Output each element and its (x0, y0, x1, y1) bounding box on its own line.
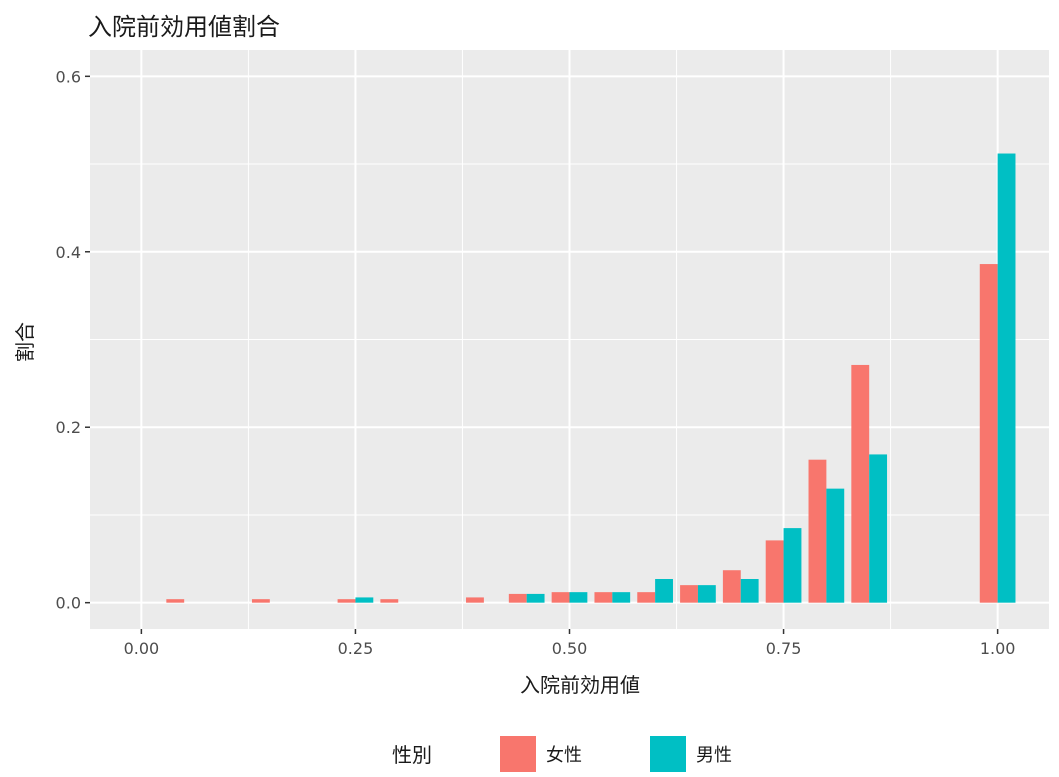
bar (508, 593, 527, 603)
legend-swatch (500, 736, 536, 772)
bar (783, 528, 802, 603)
y-tick-label: 0.4 (56, 243, 81, 262)
bar (637, 592, 656, 603)
bar (569, 592, 588, 603)
bar (740, 578, 759, 603)
x-tick-label: 0.75 (766, 639, 802, 658)
bar (826, 488, 845, 603)
y-tick-label: 0.0 (56, 594, 81, 613)
x-axis-title: 入院前効用値 (520, 673, 640, 697)
bar (355, 597, 374, 603)
x-tick-label: 0.00 (124, 639, 160, 658)
bar (655, 578, 673, 603)
legend-label: 男性 (696, 745, 732, 766)
bar (466, 597, 484, 603)
bar (337, 599, 356, 603)
legend-swatch (650, 736, 686, 772)
axis-ticks: 0.00 0.25 0.50 0.75 1.00 0.0 0.2 0.4 0.6 (56, 67, 1016, 658)
bar (166, 599, 185, 603)
legend-label: 女性 (546, 745, 582, 766)
bar (869, 454, 888, 603)
bar (697, 585, 716, 603)
bar (808, 459, 827, 603)
x-tick-label: 1.00 (980, 639, 1016, 658)
legend-title: 性別 (392, 743, 432, 767)
legend: 性別 女性 男性 (392, 736, 732, 772)
bar (765, 540, 784, 603)
x-tick-label: 0.50 (552, 639, 588, 658)
chart-title: 入院前効用値割合 (88, 13, 280, 41)
x-tick-label: 0.25 (338, 639, 374, 658)
y-tick-label: 0.2 (56, 418, 81, 437)
bar-layer (166, 153, 1016, 603)
y-tick-label: 0.6 (56, 67, 81, 86)
bar (997, 153, 1016, 603)
y-axis-title: 割合 (13, 322, 37, 362)
bar (594, 592, 613, 603)
bar (979, 264, 998, 603)
bar (851, 364, 870, 603)
bar (526, 593, 545, 603)
bar (680, 585, 698, 603)
bar (251, 599, 270, 603)
bar (551, 592, 570, 603)
bar (722, 570, 741, 603)
bar (380, 599, 399, 603)
bar (612, 592, 631, 603)
